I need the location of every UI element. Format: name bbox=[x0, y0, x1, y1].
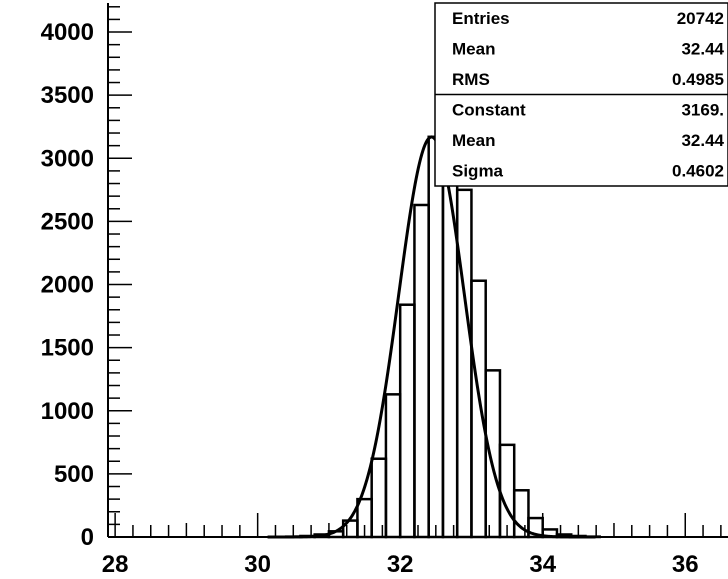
y-tick-label: 3500 bbox=[41, 82, 94, 109]
y-tick-label: 4000 bbox=[41, 19, 94, 46]
stats-value: 32.44 bbox=[681, 131, 724, 150]
gaussian-fit-curve bbox=[267, 135, 596, 539]
stats-value: 20742 bbox=[677, 9, 724, 28]
x-tick-label: 32 bbox=[387, 551, 414, 578]
stats-value: 0.4985 bbox=[672, 70, 724, 89]
y-tick-label: 2500 bbox=[41, 208, 94, 235]
histogram-bar bbox=[384, 393, 402, 539]
histogram-bar bbox=[413, 203, 430, 539]
stats-label: Sigma bbox=[452, 162, 504, 181]
x-tick-label: 36 bbox=[672, 551, 699, 578]
histogram-bars bbox=[284, 126, 601, 539]
x-tick-label: 28 bbox=[102, 551, 129, 578]
stats-value: 0.4602 bbox=[672, 162, 724, 181]
stats-value: 3169. bbox=[681, 101, 724, 120]
y-tick-label: 0 bbox=[81, 524, 94, 551]
stats-label: Mean bbox=[452, 40, 495, 59]
stats-label: RMS bbox=[452, 70, 490, 89]
y-tick-label: 1500 bbox=[41, 335, 94, 362]
stats-value: 32.44 bbox=[681, 40, 724, 59]
x-tick-label: 30 bbox=[244, 551, 271, 578]
y-tick-label: 500 bbox=[54, 461, 94, 488]
stats-label: Constant bbox=[452, 101, 526, 120]
histogram-bar bbox=[498, 443, 516, 539]
x-tick-label: 34 bbox=[529, 551, 556, 578]
histogram-bar bbox=[398, 303, 416, 539]
y-tick-label: 3000 bbox=[41, 145, 94, 172]
histogram-bar bbox=[455, 188, 473, 539]
x-tick-labels: 28 30 32 34 36 bbox=[102, 551, 699, 578]
histogram-bar bbox=[484, 369, 502, 539]
histogram-bar bbox=[427, 135, 445, 539]
axes bbox=[107, 3, 728, 538]
histogram-bar bbox=[470, 279, 487, 539]
stats-label: Entries bbox=[452, 9, 510, 28]
y-tick-labels: 0 500 1000 1500 2000 2500 3000 3500 4000 bbox=[41, 19, 94, 551]
histogram-bar bbox=[527, 516, 544, 539]
histogram-bar bbox=[370, 457, 388, 539]
stats-box: Entries 20742 Mean 32.44 RMS 0.4985 Constant 31… bbox=[434, 2, 728, 187]
histogram-bar bbox=[512, 489, 530, 539]
y-tick-label: 2000 bbox=[41, 272, 94, 299]
stats-label: Mean bbox=[452, 131, 495, 150]
y-tick-label: 1000 bbox=[41, 398, 94, 425]
